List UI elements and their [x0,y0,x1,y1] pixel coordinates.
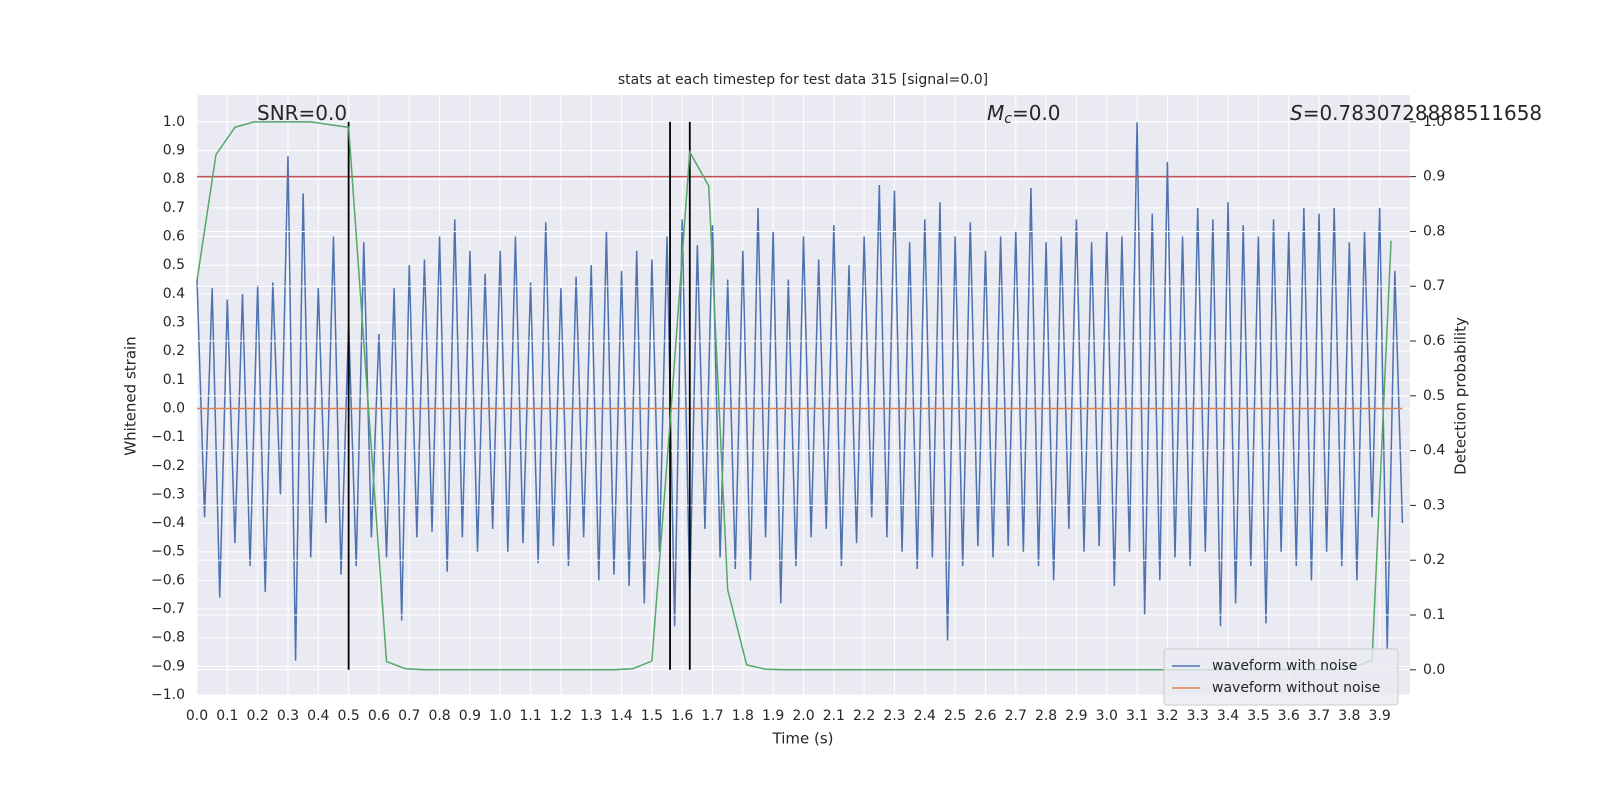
annotation-subscript: c [1004,111,1012,127]
x-tick-label: 3.1 [1126,708,1148,724]
y2-tick-label: 0.4 [1423,443,1445,459]
chart-title: stats at each timestep for test data 315… [618,72,988,88]
y-tick-label: 0.0 [163,400,185,416]
x-tick-label: 3.5 [1247,708,1269,724]
x-tick-label: 0.9 [459,708,481,724]
y2-tick-label: 0.1 [1423,607,1445,623]
x-axis-label: Time (s) [772,730,834,748]
y-tick-label: 1.0 [163,114,185,130]
x-tick-label: 0.3 [277,708,299,724]
x-tick-label: 1.0 [489,708,511,724]
x-tick-label: 2.9 [1065,708,1087,724]
x-tick-label: 2.7 [1005,708,1027,724]
x-tick-label: 2.5 [944,708,966,724]
y-tick-label: −1.0 [151,687,185,703]
y2-tick-label: 0.3 [1423,497,1445,513]
x-tick-label: 2.8 [1035,708,1057,724]
annotation-text: SNR=0.0 [257,101,347,125]
y-axis-label: Whitened strain [122,336,140,455]
x-tick-label: 3.7 [1308,708,1330,724]
y2-tick-label: 0.0 [1423,662,1445,678]
x-tick-label: 1.2 [550,708,572,724]
y-tick-label: −0.8 [151,630,185,646]
y2-tick-label: 0.6 [1423,333,1445,349]
x-tick-label: 1.5 [641,708,663,724]
x-tick-label: 0.4 [307,708,329,724]
x-tick-label: 3.0 [1096,708,1118,724]
y-tick-label: 0.9 [163,143,185,159]
x-tick-label: 0.0 [186,708,208,724]
legend-label: waveform without noise [1212,680,1380,696]
annotation: Mc=0.0 [987,101,1061,128]
series-line [196,121,1404,661]
x-tick-label: 2.3 [883,708,905,724]
annotation-text: =0.0 [1012,101,1061,125]
annotation: SNR=0.0 [257,101,347,125]
x-tick-label: 1.1 [519,708,541,724]
y-tick-label: 0.5 [163,257,185,273]
y-tick-label: −0.3 [151,486,185,502]
x-tick-label: 2.0 [792,708,814,724]
y-tick-label: 0.6 [163,229,185,245]
y-tick-label: 0.4 [163,286,185,302]
y-tick-label: 0.8 [163,171,185,187]
x-tick-label: 0.2 [247,708,269,724]
x-tick-label: 3.8 [1338,708,1360,724]
y-tick-label: −0.7 [151,601,185,617]
annotation-symbol: M [987,101,1004,125]
x-tick-label: 2.4 [914,708,936,724]
legend-box [1163,648,1399,706]
y2-tick-label: 0.5 [1423,388,1445,404]
y2-tick-label: 0.9 [1423,169,1445,185]
x-tick-label: 3.4 [1217,708,1239,724]
x-tick-label: 0.7 [398,708,420,724]
x-tick-label: 2.6 [974,708,996,724]
y2-tick-label: 0.8 [1423,223,1445,239]
y-tick-label: −0.9 [151,658,185,674]
x-tick-label: 2.1 [823,708,845,724]
x-tick-label: 0.8 [428,708,450,724]
x-tick-label: 0.6 [368,708,390,724]
x-tick-label: 1.4 [610,708,632,724]
x-tick-label: 3.9 [1369,708,1391,724]
y2-tick-label: 0.2 [1423,552,1445,568]
y-tick-label: 0.7 [163,200,185,216]
y2-axis-label: Detection probability [1452,317,1470,475]
x-tick-label: 3.6 [1278,708,1300,724]
legend-label: waveform with noise [1212,658,1357,674]
y2-tick-label: 1.0 [1423,114,1445,130]
annotation: S=0.7830728888511658 [1290,101,1542,125]
x-tick-label: 0.5 [337,708,359,724]
y-tick-label: 0.1 [163,372,185,388]
y-tick-label: 0.2 [163,343,185,359]
x-tick-label: 3.3 [1187,708,1209,724]
y-tick-label: 0.3 [163,315,185,331]
x-tick-label: 1.6 [671,708,693,724]
x-tick-label: 1.9 [762,708,784,724]
x-tick-label: 1.8 [732,708,754,724]
y2-tick-label: 0.7 [1423,278,1445,294]
x-tick-label: 2.2 [853,708,875,724]
y-tick-label: −0.5 [151,544,185,560]
x-tick-label: 3.2 [1156,708,1178,724]
x-tick-label: 1.3 [580,708,602,724]
x-tick-label: 0.1 [216,708,238,724]
x-tick-label: 1.7 [701,708,723,724]
y-tick-label: −0.6 [151,572,185,588]
y-tick-label: −0.1 [151,429,185,445]
y-tick-label: −0.4 [151,515,185,531]
y-tick-label: −0.2 [151,458,185,474]
annotation-text: =0.7830728888511658 [1303,101,1542,125]
annotation-symbol: S [1290,101,1303,125]
